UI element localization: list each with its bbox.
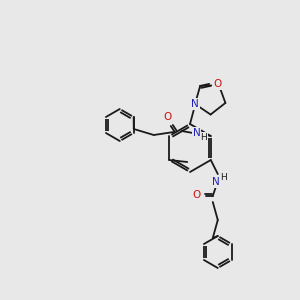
Text: O: O bbox=[193, 190, 201, 200]
Text: N: N bbox=[193, 128, 201, 138]
Text: O: O bbox=[213, 79, 221, 89]
Text: H: H bbox=[220, 172, 227, 182]
Text: N: N bbox=[191, 99, 199, 109]
Text: H: H bbox=[200, 133, 207, 142]
Text: N: N bbox=[212, 177, 220, 187]
Text: O: O bbox=[164, 112, 172, 122]
